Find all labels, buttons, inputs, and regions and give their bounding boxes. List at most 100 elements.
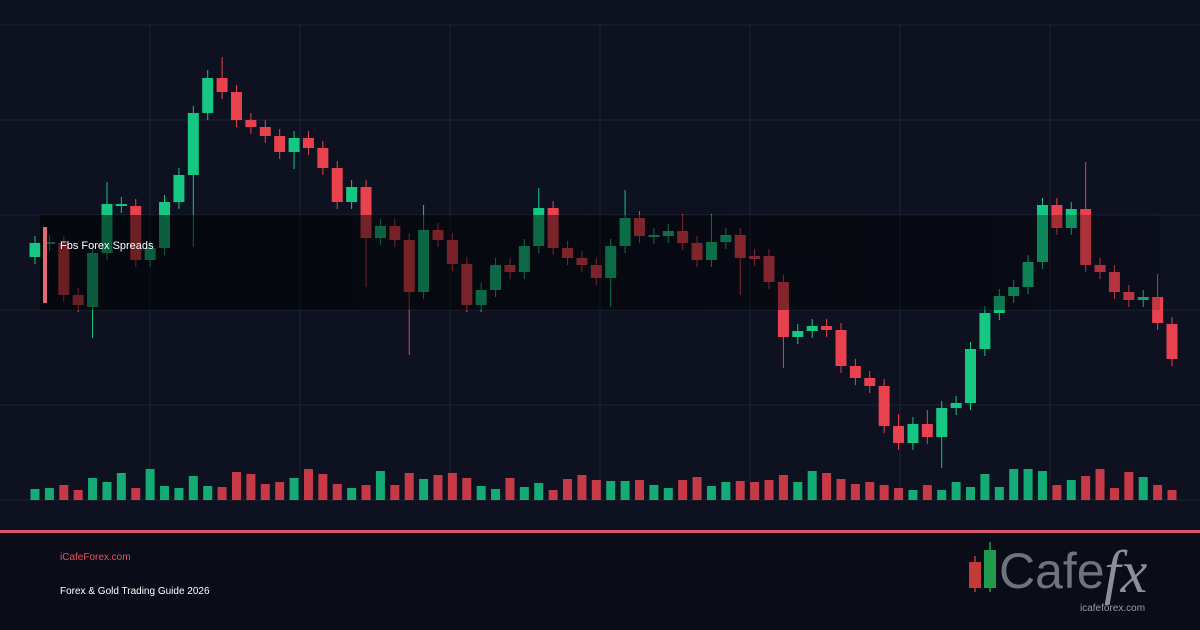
volume-bar <box>1009 469 1019 500</box>
volume-bar <box>692 477 702 500</box>
candle-body <box>259 127 271 136</box>
candle-body <box>302 138 314 148</box>
candle-body <box>878 386 890 426</box>
candle-body <box>979 313 991 349</box>
volume-bar <box>822 473 832 500</box>
volume-bar <box>778 475 788 500</box>
volume-bar <box>390 485 400 500</box>
volume-bar <box>404 473 414 500</box>
candle-body <box>821 326 833 330</box>
title-accent <box>43 227 47 303</box>
volume-bar <box>980 474 990 500</box>
volume-bar <box>433 475 443 500</box>
volume-bar <box>1023 469 1033 500</box>
volume-bar <box>203 486 213 500</box>
volume-bar <box>145 469 155 500</box>
volume-bar <box>491 489 501 500</box>
footer-background <box>0 533 1200 630</box>
candle-body <box>29 243 41 257</box>
volume-bar <box>634 480 644 500</box>
candle-body <box>950 403 962 408</box>
candle-body <box>274 136 286 152</box>
volume-bar <box>1124 472 1134 500</box>
volume-bar <box>419 479 429 500</box>
volume-bar <box>879 485 889 500</box>
candle-body <box>1166 324 1178 359</box>
candle-body <box>921 424 933 437</box>
volume-bar <box>735 481 745 500</box>
volume-bar <box>836 479 846 500</box>
volume-bar <box>303 469 313 500</box>
volume-bar <box>678 480 688 500</box>
title: Fbs Forex Spreads <box>60 240 154 252</box>
candle-body <box>806 326 818 331</box>
volume-bar <box>649 485 659 500</box>
volume-bar <box>73 490 83 500</box>
volume-bar <box>375 471 385 500</box>
volume-bar <box>289 478 299 500</box>
volume-bar <box>1081 476 1091 500</box>
volume-bar <box>1095 469 1105 500</box>
volume-bar <box>591 480 601 500</box>
candle-body <box>907 424 919 443</box>
volume-bar <box>505 478 515 500</box>
volume-bar <box>188 476 198 500</box>
volume-bar <box>563 479 573 500</box>
volume-bar <box>721 482 731 500</box>
candle-body <box>216 78 228 92</box>
logo-candle <box>969 562 981 588</box>
volume-bar <box>994 487 1004 500</box>
site-name: iCafeForex.com <box>60 552 131 563</box>
volume-bar <box>922 485 932 500</box>
volume-bar <box>750 482 760 500</box>
candle-body <box>792 331 804 337</box>
volume-bar <box>131 488 141 500</box>
logo-url: icafeforex.com <box>1080 603 1145 614</box>
candle-body <box>360 187 372 238</box>
volume-bar <box>30 489 40 500</box>
volume-bar <box>620 481 630 500</box>
volume-bar <box>1153 485 1163 500</box>
volume-bar <box>1138 477 1148 500</box>
volume-bar <box>447 473 457 500</box>
volume-bar <box>1037 471 1047 500</box>
volume-bar <box>1167 490 1177 500</box>
candle-body <box>202 78 214 113</box>
logo-candle <box>984 550 996 588</box>
volume-bar <box>937 490 947 500</box>
volume-bar <box>318 474 328 500</box>
volume-bar <box>519 487 529 500</box>
volume-bar <box>332 484 342 500</box>
candle-body <box>864 378 876 386</box>
volume-bar <box>102 482 112 500</box>
volume-bar <box>908 490 918 500</box>
volume-bar <box>951 482 961 500</box>
volume-bar <box>361 485 371 500</box>
candle-body <box>187 113 199 175</box>
logo-accent: fx <box>1104 539 1148 605</box>
volume-bar <box>764 480 774 500</box>
volume-bar <box>217 487 227 500</box>
volume-bar <box>606 481 616 500</box>
volume-bar <box>59 485 69 500</box>
volume-bar <box>174 488 184 500</box>
volume-bar <box>850 484 860 500</box>
candle-body <box>936 408 948 437</box>
volume-bar <box>706 486 716 500</box>
volume-bar <box>246 474 256 500</box>
candle-body <box>317 148 329 168</box>
volume-bar <box>1052 485 1062 500</box>
candle-body <box>835 330 847 366</box>
volume-bar <box>275 482 285 500</box>
volume-bar <box>44 488 54 500</box>
candle-body <box>965 349 977 403</box>
candle-body <box>230 92 242 120</box>
candle-body <box>115 204 127 206</box>
volume-bar <box>116 473 126 500</box>
subtitle: Forex & Gold Trading Guide 2026 <box>60 586 210 597</box>
volume-bar <box>476 486 486 500</box>
volume-bar <box>462 478 472 500</box>
volume-bar <box>160 486 170 500</box>
volume-bar <box>1109 488 1119 500</box>
